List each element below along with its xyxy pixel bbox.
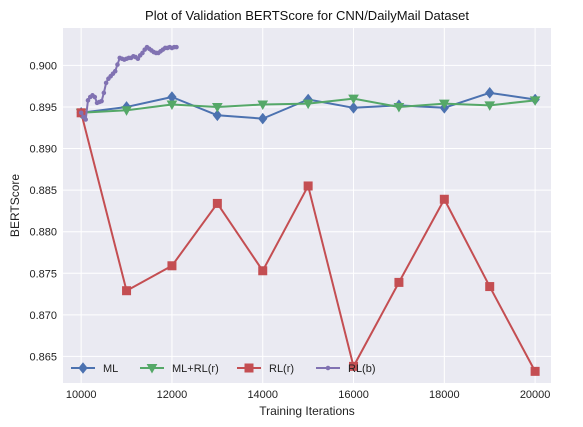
data-point-rl-b [140,50,145,56]
data-point-rl-r [394,277,404,287]
data-point-rl-b [135,56,141,62]
x-tick-label: 16000 [338,389,369,401]
data-point-rl-r [122,286,132,296]
data-point-rl-b [99,98,104,104]
data-point-ml-rl-r [302,99,314,110]
y-tick-label: 0.890 [29,144,57,156]
data-point-rl-b [112,68,118,74]
data-point-ml [212,109,222,122]
data-point-ml [258,112,268,125]
x-axis-label: Training Iterations [259,404,355,418]
data-point-rl-b [85,98,91,103]
y-axis-label: BERTScore [8,174,22,237]
y-tick-label: 0.880 [29,227,57,239]
series-rl-b [78,44,179,122]
legend-label: RL(r) [269,363,294,375]
series-rl-r [76,108,540,376]
y-tick-label: 0.895 [29,102,57,114]
legend-label: ML+RL(r) [172,363,219,375]
data-point-rl-r [349,361,359,371]
data-point-rl-r [485,282,495,292]
x-tick-label: 14000 [247,389,278,401]
data-point-rl-b [83,117,88,122]
tick-labels: 10000 12000 14000 16000 18000 20000 0.865 0.870… [29,60,550,401]
data-point-ml-rl-r [393,102,405,113]
data-point-rl-b [92,94,98,100]
y-tick-label: 0.875 [29,268,57,280]
data-point-rl-r [212,198,222,208]
data-point-rl-r [530,366,540,376]
chart-title: Plot of Validation BERTScore for CNN/Dai… [145,8,469,23]
data-point-rl-r [439,194,449,204]
data-point-ml-rl-r [166,100,178,111]
data-point-rl-b [78,110,84,116]
legend-marker [244,363,254,373]
legend-marker [325,365,331,371]
series-ml [76,87,540,125]
data-point-ml-rl-r [257,100,269,111]
plot-area [63,28,551,383]
data-point-ml [348,102,359,114]
legend-marker [146,364,158,374]
data-point-rl-b [174,44,179,50]
y-tick-label: 0.885 [29,185,57,197]
data-point-ml-rl-r [348,94,359,105]
legend-entry-ml-rl-r: ML+RL(r) [140,363,219,375]
data-point-rl-r [167,261,177,271]
data-point-ml-rl-r [438,99,450,110]
legend-entry-ml: ML [71,362,118,375]
legend-label: RL(b) [348,363,376,375]
data-point-ml-rl-r [211,102,223,113]
data-point-ml-rl-r [529,96,541,106]
legend-marker [78,362,88,374]
data-point-rl-r [303,181,313,191]
legend-entry-rl-r: RL(r) [237,363,294,375]
data-point-ml-rl-r [121,106,132,116]
data-point-rl-b [103,80,109,86]
legend-label: ML [103,363,118,375]
x-tick-label: 12000 [157,389,188,401]
legend: ML ML+RL(r) RL(r) RL(b) [71,362,376,375]
data-point-ml-rl-r [484,101,496,111]
data-point-rl-b [101,90,107,96]
data-point-rl-r [258,266,268,276]
series-layer [75,44,541,376]
x-tick-label: 18000 [429,389,460,401]
y-tick-label: 0.870 [29,310,57,322]
data-point-rl-b [115,62,120,67]
data-point-ml [485,87,495,99]
x-tick-label: 10000 [66,389,97,401]
legend-entry-rl-b: RL(b) [316,363,376,375]
x-tick-label: 20000 [520,389,551,401]
y-tick-label: 0.865 [29,351,57,363]
y-tick-label: 0.900 [29,60,57,72]
